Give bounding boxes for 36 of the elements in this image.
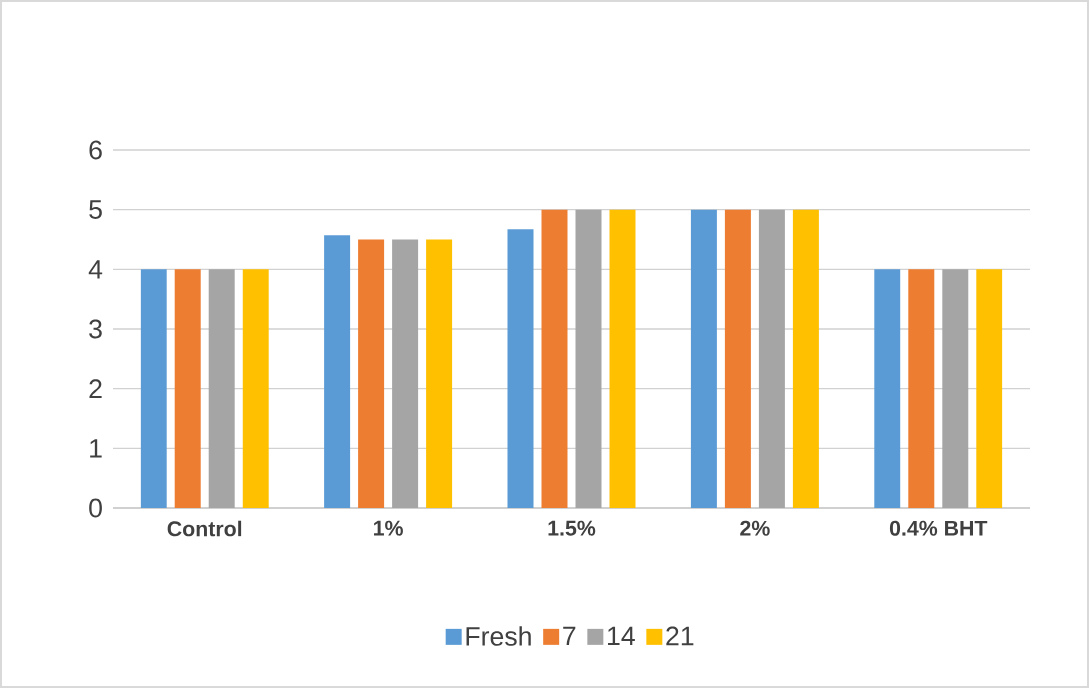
x-tick-label: 1.5% — [548, 520, 596, 536]
bar — [758, 209, 785, 508]
bar — [242, 269, 269, 508]
y-tick-label: 3 — [89, 319, 102, 339]
bar — [140, 269, 167, 508]
bar — [426, 239, 453, 508]
legend-label: 21 — [666, 626, 694, 646]
bar — [976, 269, 1003, 508]
bar — [690, 209, 717, 508]
bar — [174, 269, 201, 508]
bar — [324, 235, 351, 508]
bar — [792, 209, 819, 508]
bar — [507, 229, 534, 508]
y-tick-label: 1 — [90, 439, 102, 458]
x-tick-label: 0.4% BHT — [889, 520, 988, 536]
y-tick-label: 4 — [88, 260, 103, 279]
y-tick-label: 5 — [89, 200, 102, 219]
x-tick-label: 1% — [374, 520, 403, 536]
legend-label: 14 — [608, 626, 635, 646]
bar — [874, 269, 901, 508]
bar — [392, 239, 419, 508]
bar — [541, 209, 568, 508]
y-tick-label: 6 — [89, 140, 102, 160]
bar — [609, 209, 636, 508]
legend-label: Fresh — [466, 626, 531, 646]
y-tick-label: 0 — [89, 498, 102, 518]
y-tick-label: 2 — [89, 379, 102, 398]
legend-label: 7 — [563, 626, 576, 646]
bar — [208, 269, 235, 508]
bar — [942, 269, 969, 508]
bar — [358, 239, 385, 508]
bar — [575, 209, 602, 508]
bar — [724, 209, 751, 508]
bar — [908, 269, 935, 508]
x-tick-label: 2% — [740, 520, 770, 536]
x-tick-label: Control — [167, 520, 242, 537]
